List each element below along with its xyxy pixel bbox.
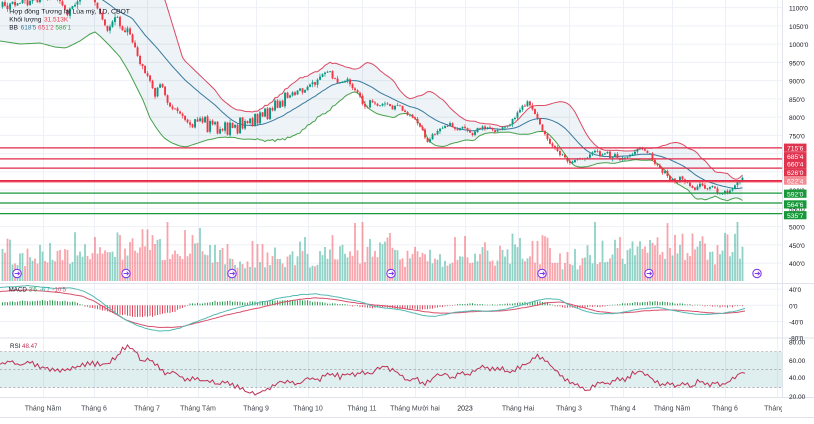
- svg-text:MACD: MACD: [9, 287, 28, 294]
- svg-text:651'2: 651'2: [38, 25, 54, 32]
- svg-text:715'6: 715'6: [787, 145, 804, 152]
- svg-text:60.00: 60.00: [789, 358, 806, 365]
- svg-text:31.513K: 31.513K: [44, 17, 69, 24]
- svg-text:Khối lượng: Khối lượng: [9, 15, 41, 24]
- svg-text:-6'7: -6'7: [40, 287, 51, 294]
- svg-text:Tháng 6: Tháng 6: [81, 406, 107, 413]
- svg-text:564'6: 564'6: [787, 202, 804, 209]
- svg-text:400'0: 400'0: [789, 261, 805, 268]
- svg-text:-10'5: -10'5: [52, 287, 66, 294]
- svg-text:BB: BB: [9, 25, 18, 32]
- svg-text:750'0: 750'0: [789, 133, 805, 140]
- svg-text:Tháng Tám: Tháng Tám: [180, 406, 216, 413]
- svg-text:20.00: 20.00: [789, 394, 806, 401]
- svg-text:950'0: 950'0: [789, 60, 805, 67]
- svg-text:Tháng 11: Tháng 11: [347, 406, 376, 413]
- svg-text:Tháng 4: Tháng 4: [610, 406, 636, 413]
- svg-text:Tháng 6: Tháng 6: [712, 406, 738, 413]
- svg-text:900'0: 900'0: [789, 79, 805, 86]
- svg-text:618'5: 618'5: [21, 25, 37, 32]
- svg-text:3'6: 3'6: [29, 287, 38, 294]
- svg-text:800'0: 800'0: [789, 115, 805, 122]
- svg-text:Tháng 9: Tháng 9: [243, 406, 269, 413]
- svg-text:660'4: 660'4: [787, 162, 804, 169]
- svg-text:Tháng Năm: Tháng Năm: [25, 406, 62, 413]
- svg-text:Tháng Năm: Tháng Năm: [654, 406, 691, 413]
- svg-text:2023: 2023: [457, 406, 473, 413]
- svg-text:40.00: 40.00: [789, 375, 806, 382]
- svg-text:592'0: 592'0: [787, 191, 804, 198]
- svg-text:RSI: RSI: [10, 343, 21, 350]
- svg-text:Tháng Hai: Tháng Hai: [502, 406, 535, 413]
- svg-text:40'0: 40'0: [789, 287, 801, 294]
- svg-text:622'4: 622'4: [787, 178, 804, 185]
- svg-text:1100'0: 1100'0: [789, 6, 808, 13]
- svg-text:450'0: 450'0: [789, 243, 805, 250]
- svg-text:Tháng Mười hai: Tháng Mười hai: [390, 406, 440, 413]
- svg-text:80.00: 80.00: [789, 340, 806, 347]
- svg-text:1000'0: 1000'0: [789, 42, 809, 49]
- svg-text:Tháng 3: Tháng 3: [556, 406, 582, 413]
- svg-text:48.47: 48.47: [22, 343, 38, 350]
- svg-text:500'0: 500'0: [789, 225, 805, 232]
- svg-text:0'0: 0'0: [789, 303, 798, 310]
- svg-text:-40'0: -40'0: [789, 320, 804, 327]
- svg-text:626'0: 626'0: [787, 170, 804, 177]
- svg-text:535'7: 535'7: [787, 213, 804, 220]
- svg-text:1050'0: 1050'0: [789, 24, 809, 31]
- svg-text:Tháng 10: Tháng 10: [293, 406, 323, 413]
- svg-text:586'1: 586'1: [55, 25, 71, 32]
- svg-text:Hợp đồng Tương lai Lúa mỳ, 1D,: Hợp đồng Tương lai Lúa mỳ, 1D, CBOT: [9, 7, 130, 16]
- svg-text:Tháng 7: Tháng 7: [134, 406, 160, 413]
- svg-text:850'0: 850'0: [789, 97, 805, 104]
